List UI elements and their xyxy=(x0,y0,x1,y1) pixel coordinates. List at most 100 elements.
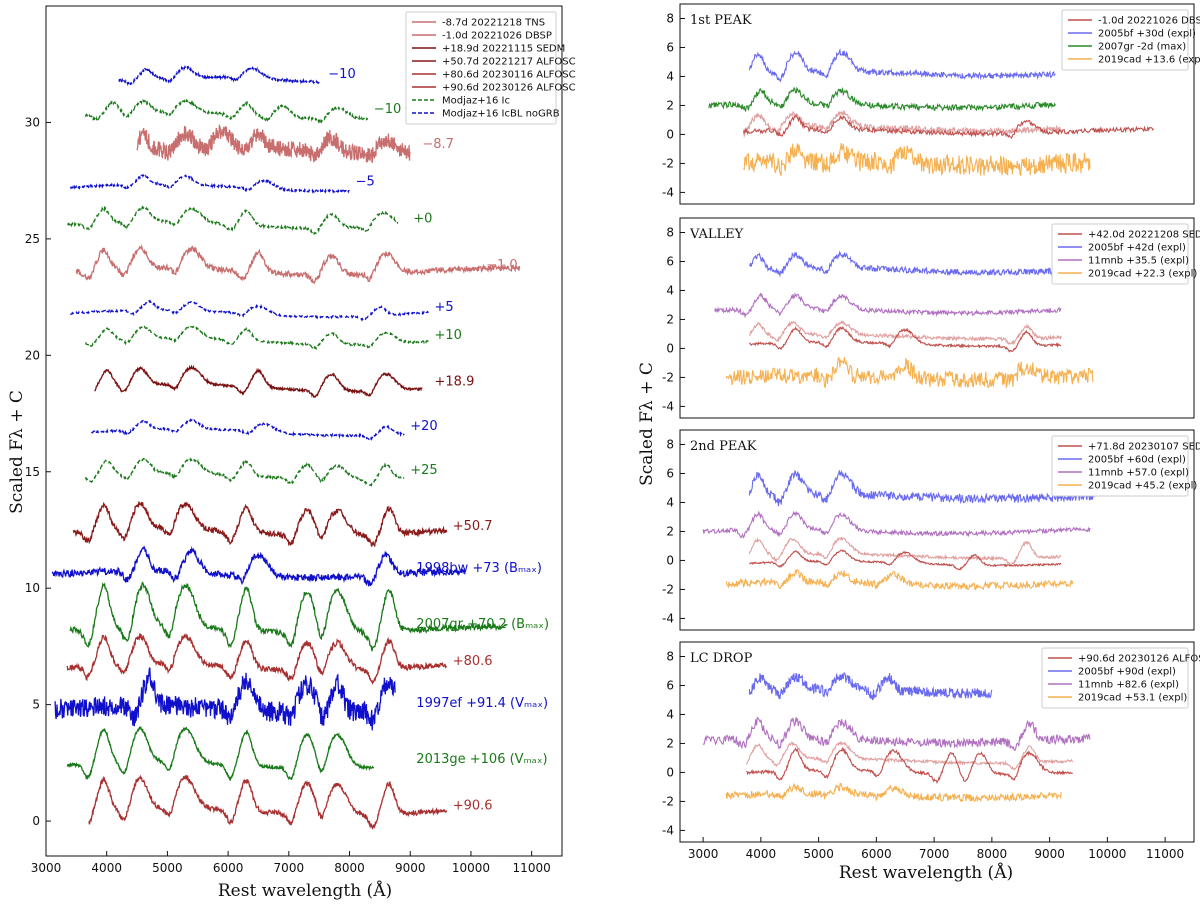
valley-legend-label: 11mnb +35.5 (expl) xyxy=(1088,256,1189,267)
peak1-legend-box xyxy=(1061,9,1189,71)
main-series-line xyxy=(66,205,399,235)
peak2-legend-label: 2005bf +60d (expl) xyxy=(1088,455,1186,466)
panel-lc-drop: 3000 4000 5000 6000 7000 8000 9000 10000 11000 -4… xyxy=(662,641,1200,861)
right-x-axis-label: Rest wavelength (Å) xyxy=(839,862,1013,883)
main-series-label: 1998bw +73 (Bₘₐₓ) xyxy=(416,561,542,576)
panel-valley: -4 -2 0 2 4 6 8 VALLEY +42.0d 20221208 SEDM 2005b… xyxy=(662,217,1200,419)
right-y-axis-label: Scaled Fλ + C xyxy=(637,362,657,486)
main-series-line xyxy=(66,726,375,782)
valley-series-layer xyxy=(714,250,1094,389)
lcdrop-legend-label: +90.6d 20230126 ALFOSC xyxy=(1078,654,1200,665)
peak2-y-tick-label: 0 xyxy=(666,553,674,567)
valley-legend-label: 2019cad +22.3 (expl) xyxy=(1088,269,1197,280)
valley-series-line xyxy=(748,250,1062,278)
peak1-legend-label: 2019cad +13.6 (expl) xyxy=(1098,55,1200,66)
peak1-legend-label: 2007gr -2d (max) xyxy=(1098,42,1186,53)
peak1-series-line xyxy=(743,142,1091,177)
main-legend-label: Modjaz+16 Ic xyxy=(442,96,510,107)
valley-y-tick-label: 2 xyxy=(666,312,674,326)
peak2-panel-title: 2nd PEAK xyxy=(690,439,757,454)
lcdrop-x-tick-label: 10000 xyxy=(1088,847,1126,861)
main-series-line xyxy=(94,364,423,399)
peak2-y-tick-label: 6 xyxy=(666,466,674,480)
main-series-line xyxy=(72,501,448,548)
valley-y-tick-label: 0 xyxy=(666,341,674,355)
lcdrop-x-tick-label: 8000 xyxy=(977,847,1008,861)
peak2-series-line xyxy=(748,536,1062,567)
main-series-line xyxy=(66,632,448,686)
peak1-panel-title: 1st PEAK xyxy=(690,13,752,28)
peak2-series-line xyxy=(748,549,1062,571)
peak1-series-line xyxy=(742,114,1155,140)
main-series-label: −8.7 xyxy=(422,137,454,152)
main-legend-label: -8.7d 20221218 TNS xyxy=(442,18,545,29)
peak1-series-line xyxy=(748,48,1056,83)
peak2-series-layer xyxy=(702,469,1097,591)
peak1-legend-label: 2005bf +30d (expl) xyxy=(1098,29,1196,40)
valley-y-tick-label: 4 xyxy=(666,283,674,297)
lcdrop-legend-label: 11mnb +82.6 (expl) xyxy=(1078,680,1179,691)
main-y-tick-label: 0 xyxy=(32,814,40,828)
valley-legend: +42.0d 20221208 SEDM 2005bf +42d (expl) 11… xyxy=(1051,223,1200,285)
peak1-y-tick-label: 2 xyxy=(666,98,674,112)
main-series-line xyxy=(69,174,350,195)
main-series-label: −10 xyxy=(374,102,401,117)
main-y-tick-label: 20 xyxy=(25,348,40,362)
main-x-tick-label: 3000 xyxy=(31,861,62,875)
valley-series-line xyxy=(725,356,1094,389)
lcdrop-series-line xyxy=(746,746,1073,785)
main-panel: −10 −10 −8.7 −5 +0 −1.0 +5 +10 +18.9 +20 +25 +50.7 1… xyxy=(25,5,576,875)
main-series-line xyxy=(51,545,466,587)
lcdrop-x-tick-label: 11000 xyxy=(1146,847,1184,861)
panel-2nd-peak: -4 -2 0 2 4 6 8 2nd PEAK +71.8d 20230107 SEDM 200… xyxy=(662,429,1200,631)
lcdrop-x-tick-label: 3000 xyxy=(688,847,719,861)
lcdrop-legend: +90.6d 20230126 ALFOSC 2005bf +90d (expl)… xyxy=(1041,647,1200,709)
main-legend-label: +90.6d 20230126 ALFOSC xyxy=(442,83,576,94)
main-series-label: +0 xyxy=(413,212,432,227)
main-series-label: +18.9 xyxy=(435,375,475,390)
peak2-y-tick-label: 8 xyxy=(666,437,674,451)
peak2-legend-label: 11mnb +57.0 (expl) xyxy=(1088,468,1189,479)
peak2-legend-box xyxy=(1051,435,1189,497)
lcdrop-x-tick-label: 5000 xyxy=(803,847,834,861)
main-series-label: +20 xyxy=(410,419,437,434)
peak2-legend: +71.8d 20230107 SEDM 2005bf +60d (expl) 11… xyxy=(1051,435,1200,497)
main-x-tick-label: 8000 xyxy=(334,861,365,875)
valley-y-tick-label: 6 xyxy=(666,254,674,268)
peak1-legend-label: -1.0d 20221026 DBSP xyxy=(1098,16,1200,27)
main-series-line xyxy=(69,581,508,652)
lcdrop-y-tick-label: 6 xyxy=(666,678,674,692)
lcdrop-y-tick-label: 0 xyxy=(666,765,674,779)
main-series-label: −5 xyxy=(356,174,375,189)
main-series-line xyxy=(54,667,396,731)
lcdrop-legend-label: 2019cad +53.1 (expl) xyxy=(1078,693,1187,704)
valley-series-line xyxy=(748,320,1062,346)
lcdrop-y-tick-label: 2 xyxy=(666,736,674,750)
valley-y-tick-label: -2 xyxy=(662,370,674,384)
valley-series-line xyxy=(748,325,1062,353)
main-series-line xyxy=(84,98,369,124)
peak1-legend: -1.0d 20221026 DBSP 2005bf +30d (expl) 200… xyxy=(1061,9,1200,71)
main-series-label: −1.0 xyxy=(486,258,518,273)
peak2-series-line xyxy=(748,469,1097,507)
peak2-y-tick-label: 4 xyxy=(666,495,674,509)
peak2-y-tick-label: -2 xyxy=(662,582,674,596)
main-series-line xyxy=(75,244,521,285)
main-x-tick-label: 11000 xyxy=(513,861,551,875)
main-x-tick-label: 9000 xyxy=(395,861,426,875)
peak1-y-tick-label: 4 xyxy=(666,69,674,83)
main-legend-label: Modjaz+16 IcBL noGRB xyxy=(442,109,560,120)
main-y-axis-label: Scaled Fλ + C xyxy=(7,390,27,514)
peak1-y-tick-label: 0 xyxy=(666,127,674,141)
main-series-label: +80.6 xyxy=(453,654,493,669)
valley-y-tick-label: -4 xyxy=(662,399,674,413)
main-y-tick-label: 15 xyxy=(25,465,40,479)
peak2-series-line xyxy=(725,568,1074,591)
peak2-y-tick-label: 2 xyxy=(666,524,674,538)
lcdrop-panel-title: LC DROP xyxy=(690,651,753,666)
peak1-y-tick-label: 8 xyxy=(666,11,674,25)
main-series-label: +25 xyxy=(410,463,437,478)
lcdrop-x-tick-label: 9000 xyxy=(1034,847,1065,861)
main-series-label: +5 xyxy=(435,300,454,315)
